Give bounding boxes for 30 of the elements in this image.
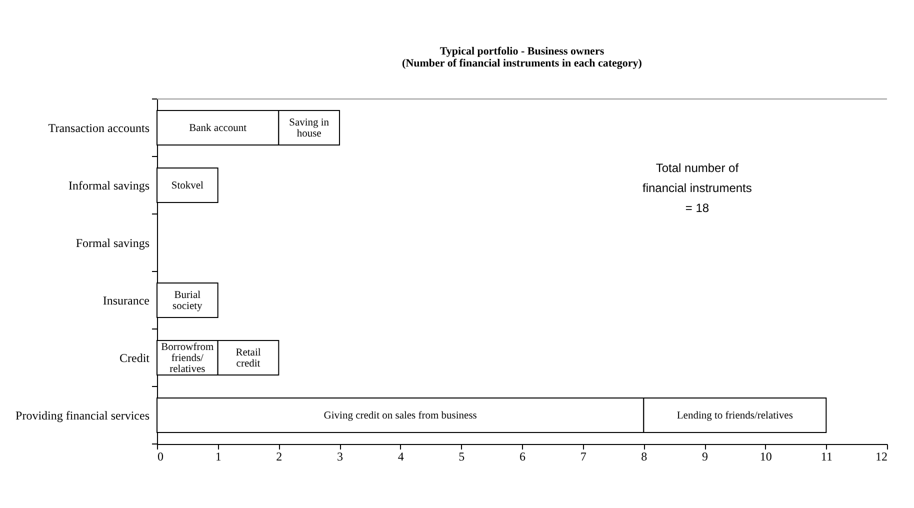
x-tick-label: 0	[158, 450, 164, 464]
x-tick-label: 12	[876, 450, 888, 464]
chart-title: Typical portfolio - Business owners	[440, 46, 605, 58]
x-tick-label: 5	[458, 450, 465, 464]
data-label: Giving credit on sales from business	[324, 410, 477, 422]
x-tick-label: 8	[641, 450, 648, 464]
y-tick-label: Insurance	[102, 293, 150, 308]
data-label: Borrowfrom friends/relatives	[161, 342, 214, 375]
x-tick-label: 3	[337, 450, 343, 464]
data-label: Retail credit	[236, 347, 261, 370]
x-tick-label: 9	[702, 450, 708, 464]
y-tick-label: Informal savings	[68, 178, 150, 192]
data-label: Saving in house	[289, 117, 330, 140]
x-tick-label: 4	[398, 450, 404, 464]
y-tick-label: Transaction accounts	[48, 120, 150, 135]
x-tick-label: 7	[580, 450, 586, 464]
y-tick-label: Credit	[120, 350, 150, 365]
y-tick-label: Formal savings	[76, 236, 150, 250]
data-label: Lending to friends/relatives	[676, 410, 793, 422]
chart-subtitle: (Number of financial instruments in each category)	[402, 58, 642, 70]
data-label: Bank account	[189, 122, 247, 134]
x-tick-label: 1	[215, 450, 222, 464]
y-tick-label: Providing financial services	[16, 408, 150, 422]
data-label: Stokvel	[171, 180, 204, 192]
x-tick-label: 10	[760, 450, 772, 464]
x-tick-label: 2	[276, 450, 282, 464]
data-label: Burial society	[172, 290, 204, 312]
x-tick-label: 11	[820, 450, 832, 464]
annotation: Total number of financial instruments = 18	[642, 161, 752, 215]
x-tick-label: 6	[520, 450, 526, 464]
